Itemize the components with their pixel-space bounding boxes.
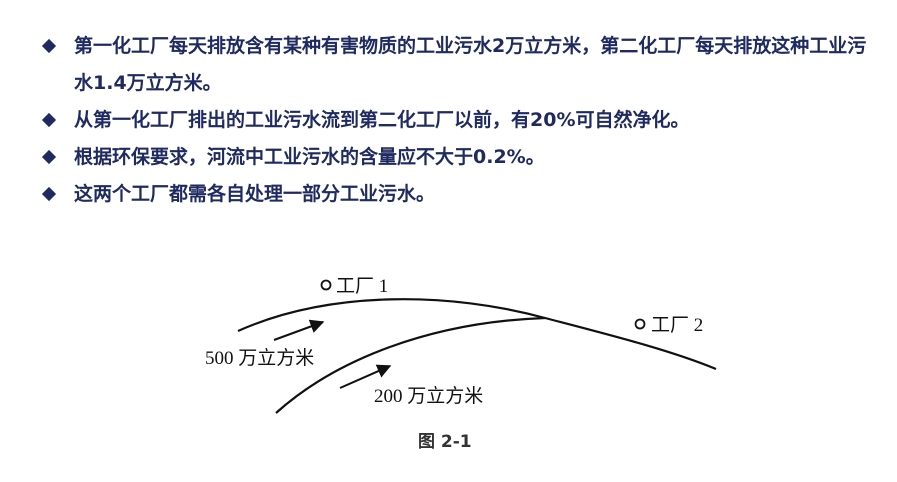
bullet-item: 第一化工厂每天排放含有某种有害物质的工业污水2万立方米，第二化工厂每天排放这种工… — [41, 28, 884, 102]
bullet-text: 从第一化工厂排出的工业污水流到第二化工厂以前，有20%可自然净化。 — [74, 109, 690, 131]
flow-arrow-2 — [339, 364, 392, 389]
bullet-item: 这两个工厂都需各自处理一部分工业污水。 — [41, 176, 884, 213]
bullet-item: 从第一化工厂排出的工业污水流到第二化工厂以前，有20%可自然净化。 — [41, 102, 884, 139]
factory-1-label: 工厂 1 — [336, 276, 388, 297]
bullet-text: 第一化工厂每天排放含有某种有害物质的工业污水2万立方米，第二化工厂每天排放这种工… — [74, 35, 867, 94]
bullet-text: 这两个工厂都需各自处理一部分工业污水。 — [74, 183, 436, 205]
tributary-bank — [275, 316, 546, 414]
bullet-item: 根据环保要求，河流中工业污水的含量应不大于0.2%。 — [41, 139, 884, 176]
flow-2-label: 200 万立方米 — [374, 385, 483, 407]
factory-2-label: 工厂 2 — [651, 315, 703, 336]
flow-1-label: 500 万立方米 — [205, 347, 314, 369]
flow-arrow-1 — [273, 319, 325, 341]
main-river-bank — [237, 298, 717, 371]
bullet-list: 第一化工厂每天排放含有某种有害物质的工业污水2万立方米，第二化工厂每天排放这种工… — [41, 28, 884, 213]
bullet-text: 根据环保要求，河流中工业污水的含量应不大于0.2%。 — [74, 146, 545, 168]
factory-2-marker-icon — [634, 318, 646, 330]
factory-1-marker-icon — [320, 279, 332, 291]
figure-caption: 图 2-1 — [418, 432, 472, 452]
